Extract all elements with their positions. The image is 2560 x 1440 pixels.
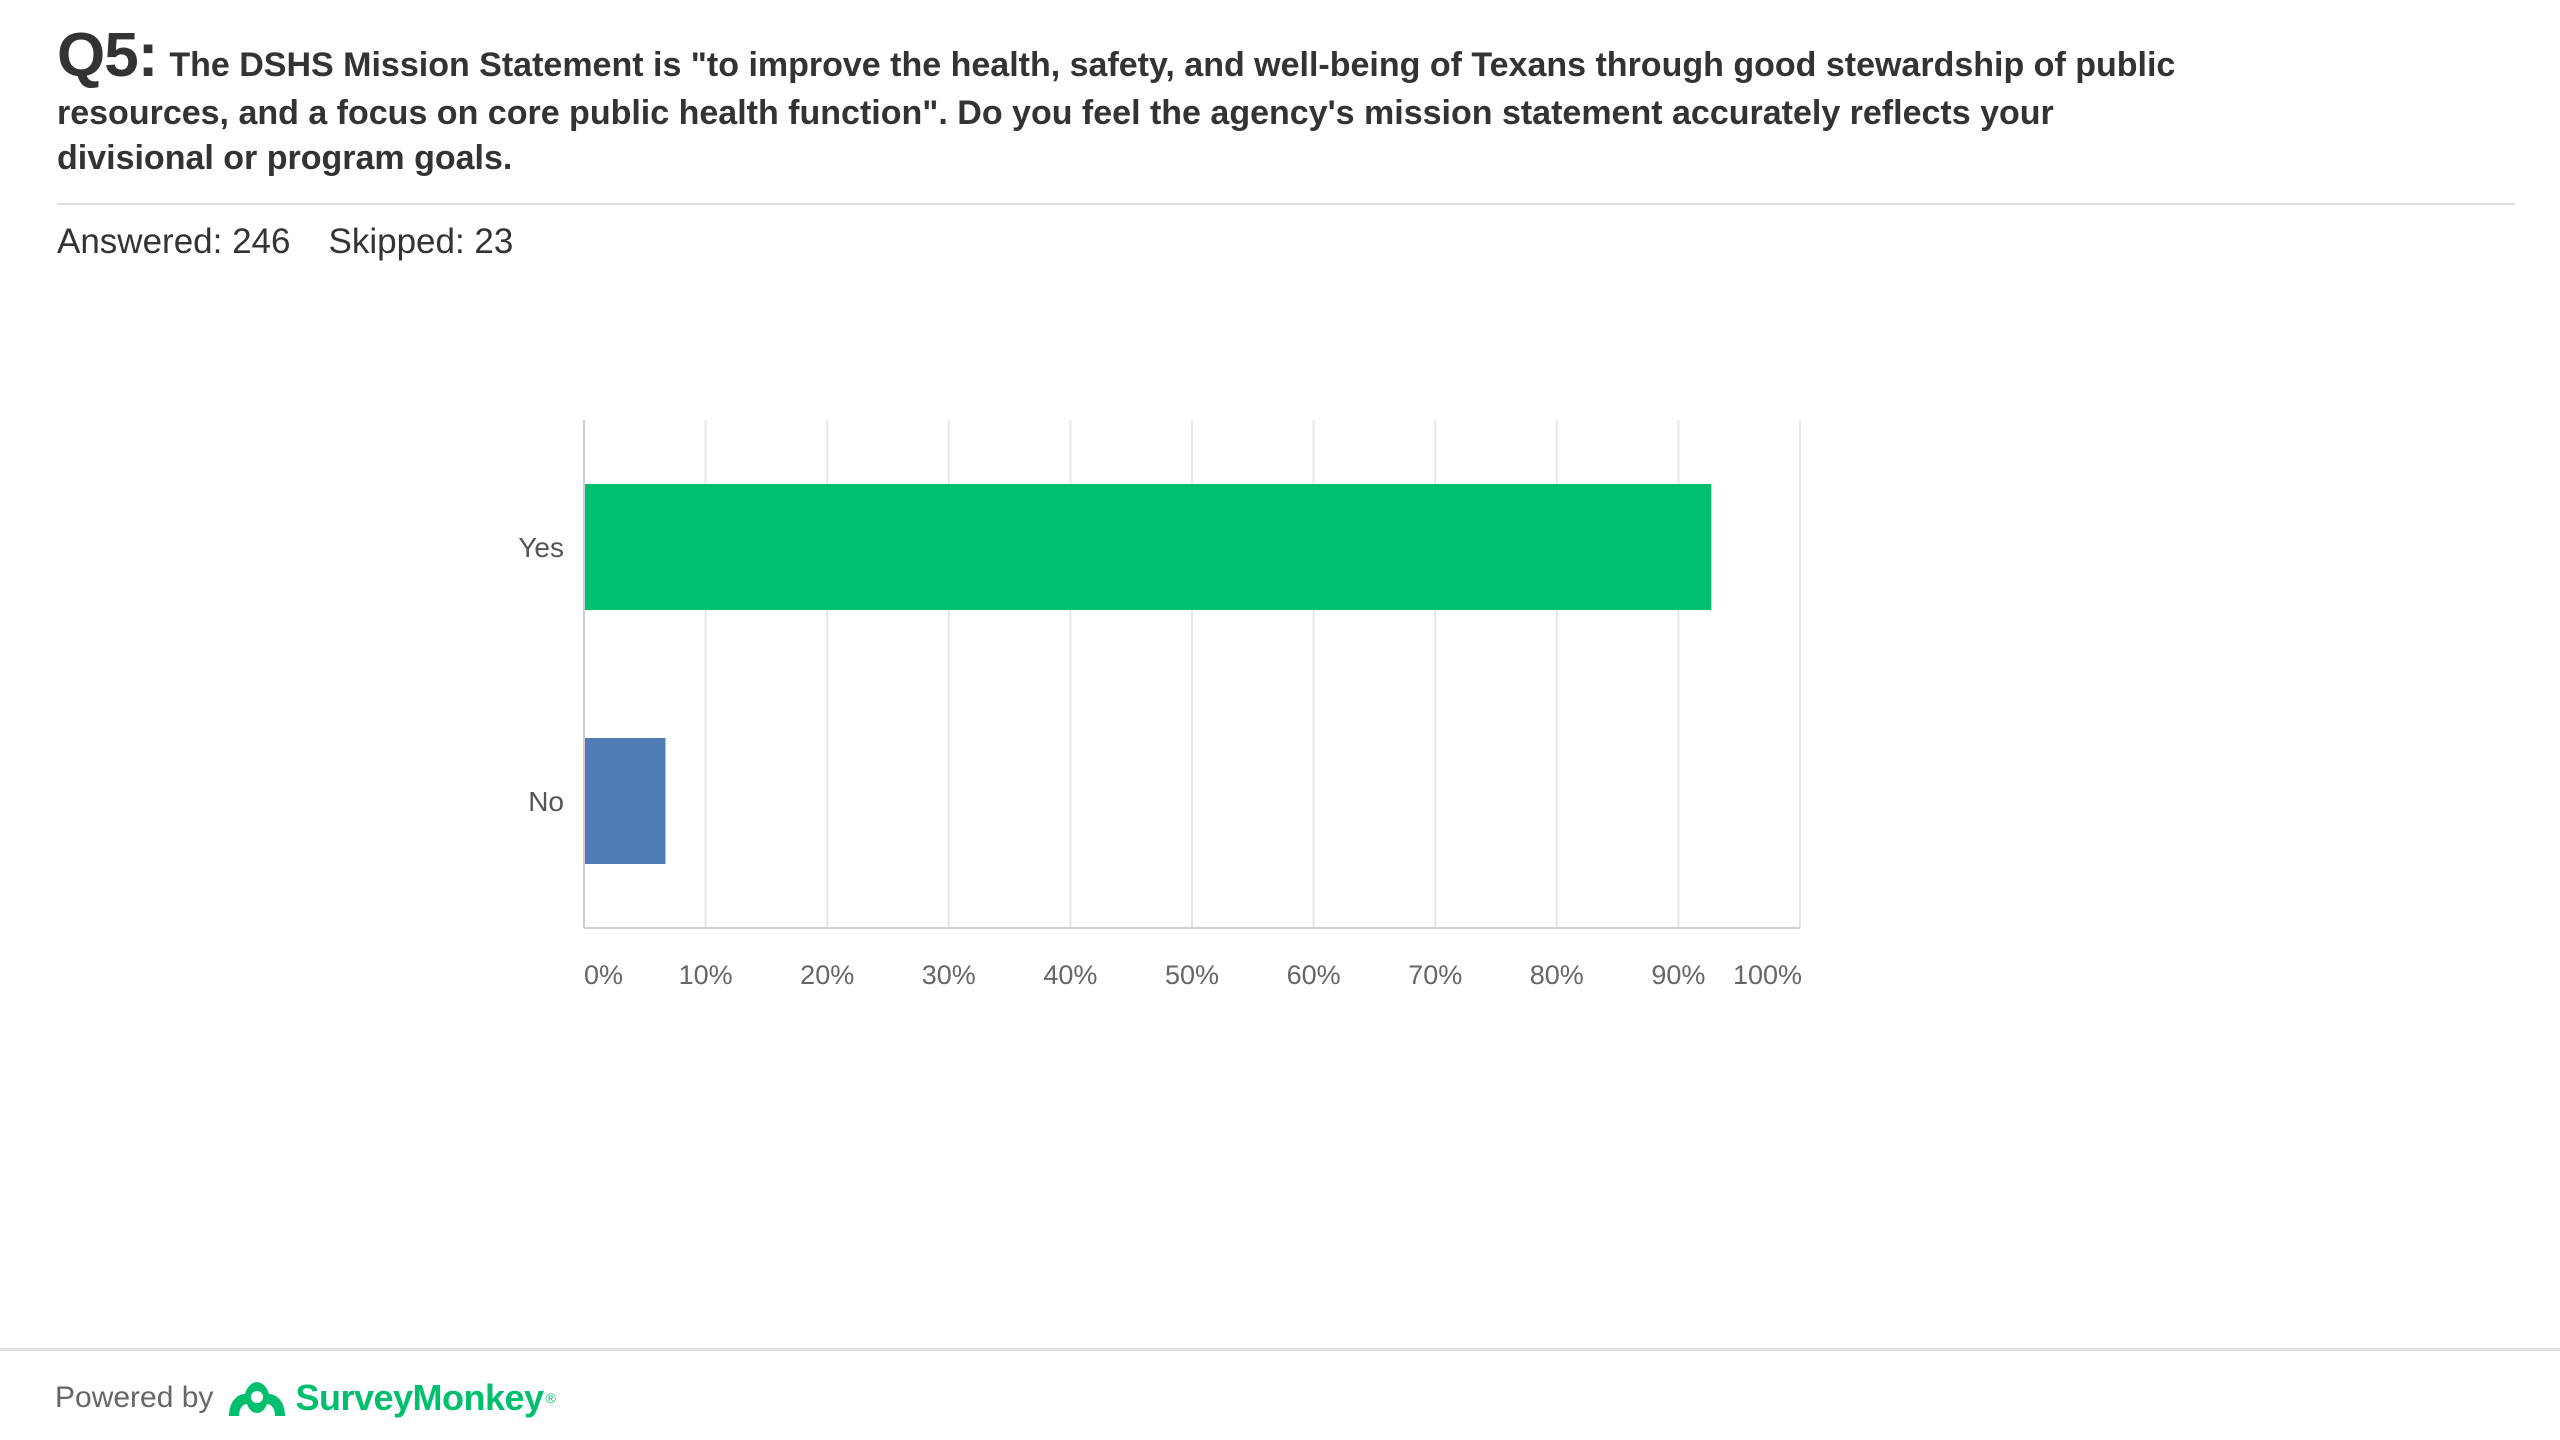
bar-chart: Yes No 0% 10% 20% 30% 40% 50% 60% 70% 80% 90% 100%: [518, 420, 1802, 990]
x-tick-label: 90%: [1651, 960, 1705, 990]
response-stats: Answered: 246 Skipped: 23: [57, 218, 513, 266]
x-tick-label: 40%: [1043, 960, 1097, 990]
question-text-line-3: divisional or program goals.: [57, 139, 513, 177]
registered-mark: ®: [545, 1390, 556, 1406]
x-tick-label: 100%: [1733, 960, 1802, 990]
answered-count: Answered: 246: [57, 222, 291, 261]
skipped-count: Skipped: 23: [328, 222, 514, 261]
x-tick-label: 50%: [1165, 960, 1219, 990]
footer-divider: [0, 1348, 2560, 1351]
question-header: Q5: The DSHS Mission Statement is "to imp…: [57, 25, 2517, 181]
x-tick-label: 80%: [1530, 960, 1584, 990]
question-text-line-1: The DSHS Mission Statement is "to improv…: [169, 46, 2176, 84]
category-label: No: [528, 786, 564, 817]
x-tick-label: 20%: [800, 960, 854, 990]
brand-name: SurveyMonkey: [295, 1377, 544, 1418]
category-label: Yes: [518, 532, 564, 563]
axis-lines: [583, 420, 1800, 929]
category-labels: Yes No: [518, 532, 564, 817]
footer: Powered by SurveyMonkey ®: [55, 1368, 556, 1428]
x-tick-label: 70%: [1408, 960, 1462, 990]
x-tick-label: 10%: [679, 960, 733, 990]
question-text-line-2: resources, and a focus on core public he…: [57, 94, 2054, 132]
tick-labels: 0% 10% 20% 30% 40% 50% 60% 70% 80% 90% 100%: [584, 960, 1802, 990]
header-divider: [57, 203, 2515, 205]
bar-yes: [584, 484, 1712, 610]
bar-no: [584, 738, 666, 864]
x-tick-label: 60%: [1287, 960, 1341, 990]
x-tick-label: 30%: [922, 960, 976, 990]
question-number: Q5:: [57, 21, 158, 90]
surveymonkey-logo-icon: [229, 1382, 286, 1416]
bars: [584, 484, 1712, 864]
powered-by-text: Powered by: [55, 1381, 214, 1414]
x-tick-label: 0%: [584, 960, 623, 990]
